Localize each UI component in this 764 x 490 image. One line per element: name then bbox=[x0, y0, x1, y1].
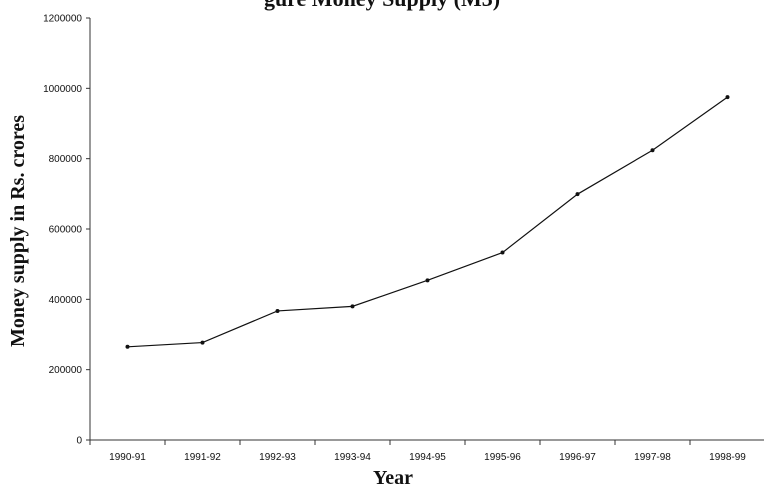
x-tick-label: 1993-94 bbox=[334, 452, 371, 463]
x-tick-label: 1997-98 bbox=[634, 452, 671, 463]
x-tick-label: 1991-92 bbox=[184, 452, 221, 463]
x-tick-label: 1996-97 bbox=[559, 452, 596, 463]
x-tick-label: 1994-95 bbox=[409, 452, 446, 463]
y-ticks: 0 200000 400000 600000 800000 1000000 1200000 bbox=[43, 14, 90, 447]
data-point bbox=[125, 344, 130, 349]
y-axis-label-group: Money supply in Rs. crores bbox=[7, 115, 29, 347]
data-point bbox=[500, 250, 505, 255]
y-axis-label: Money supply in Rs. crores bbox=[7, 115, 29, 347]
data-point bbox=[575, 192, 580, 197]
data-point bbox=[350, 304, 355, 309]
x-tick-label: 1998-99 bbox=[709, 452, 746, 463]
x-axis-label: Year bbox=[373, 467, 413, 489]
y-tick-label: 800000 bbox=[49, 154, 83, 165]
data-point bbox=[200, 340, 205, 345]
chart-title: gure Money Supply (M3) bbox=[264, 0, 500, 11]
x-tick-label: 1992-93 bbox=[259, 452, 296, 463]
data-point bbox=[725, 95, 730, 100]
y-tick-label: 600000 bbox=[49, 225, 83, 236]
series-line bbox=[127, 96, 728, 348]
data-point bbox=[425, 278, 430, 283]
data-point bbox=[275, 308, 280, 313]
y-tick-label: 400000 bbox=[49, 295, 83, 306]
x-tick-label: 1995-96 bbox=[484, 452, 521, 463]
x-ticks: 1990-91 1991-92 1992-93 1993-94 1994-95 1995-… bbox=[89, 440, 746, 463]
y-tick-label: 1000000 bbox=[43, 84, 82, 95]
y-tick-label: 200000 bbox=[49, 365, 83, 376]
x-tick-label: 1990-91 bbox=[109, 452, 146, 463]
data-point bbox=[650, 148, 655, 153]
y-tick-label: 0 bbox=[76, 436, 82, 447]
series-layer bbox=[125, 95, 730, 349]
y-tick-label: 1200000 bbox=[43, 14, 82, 25]
